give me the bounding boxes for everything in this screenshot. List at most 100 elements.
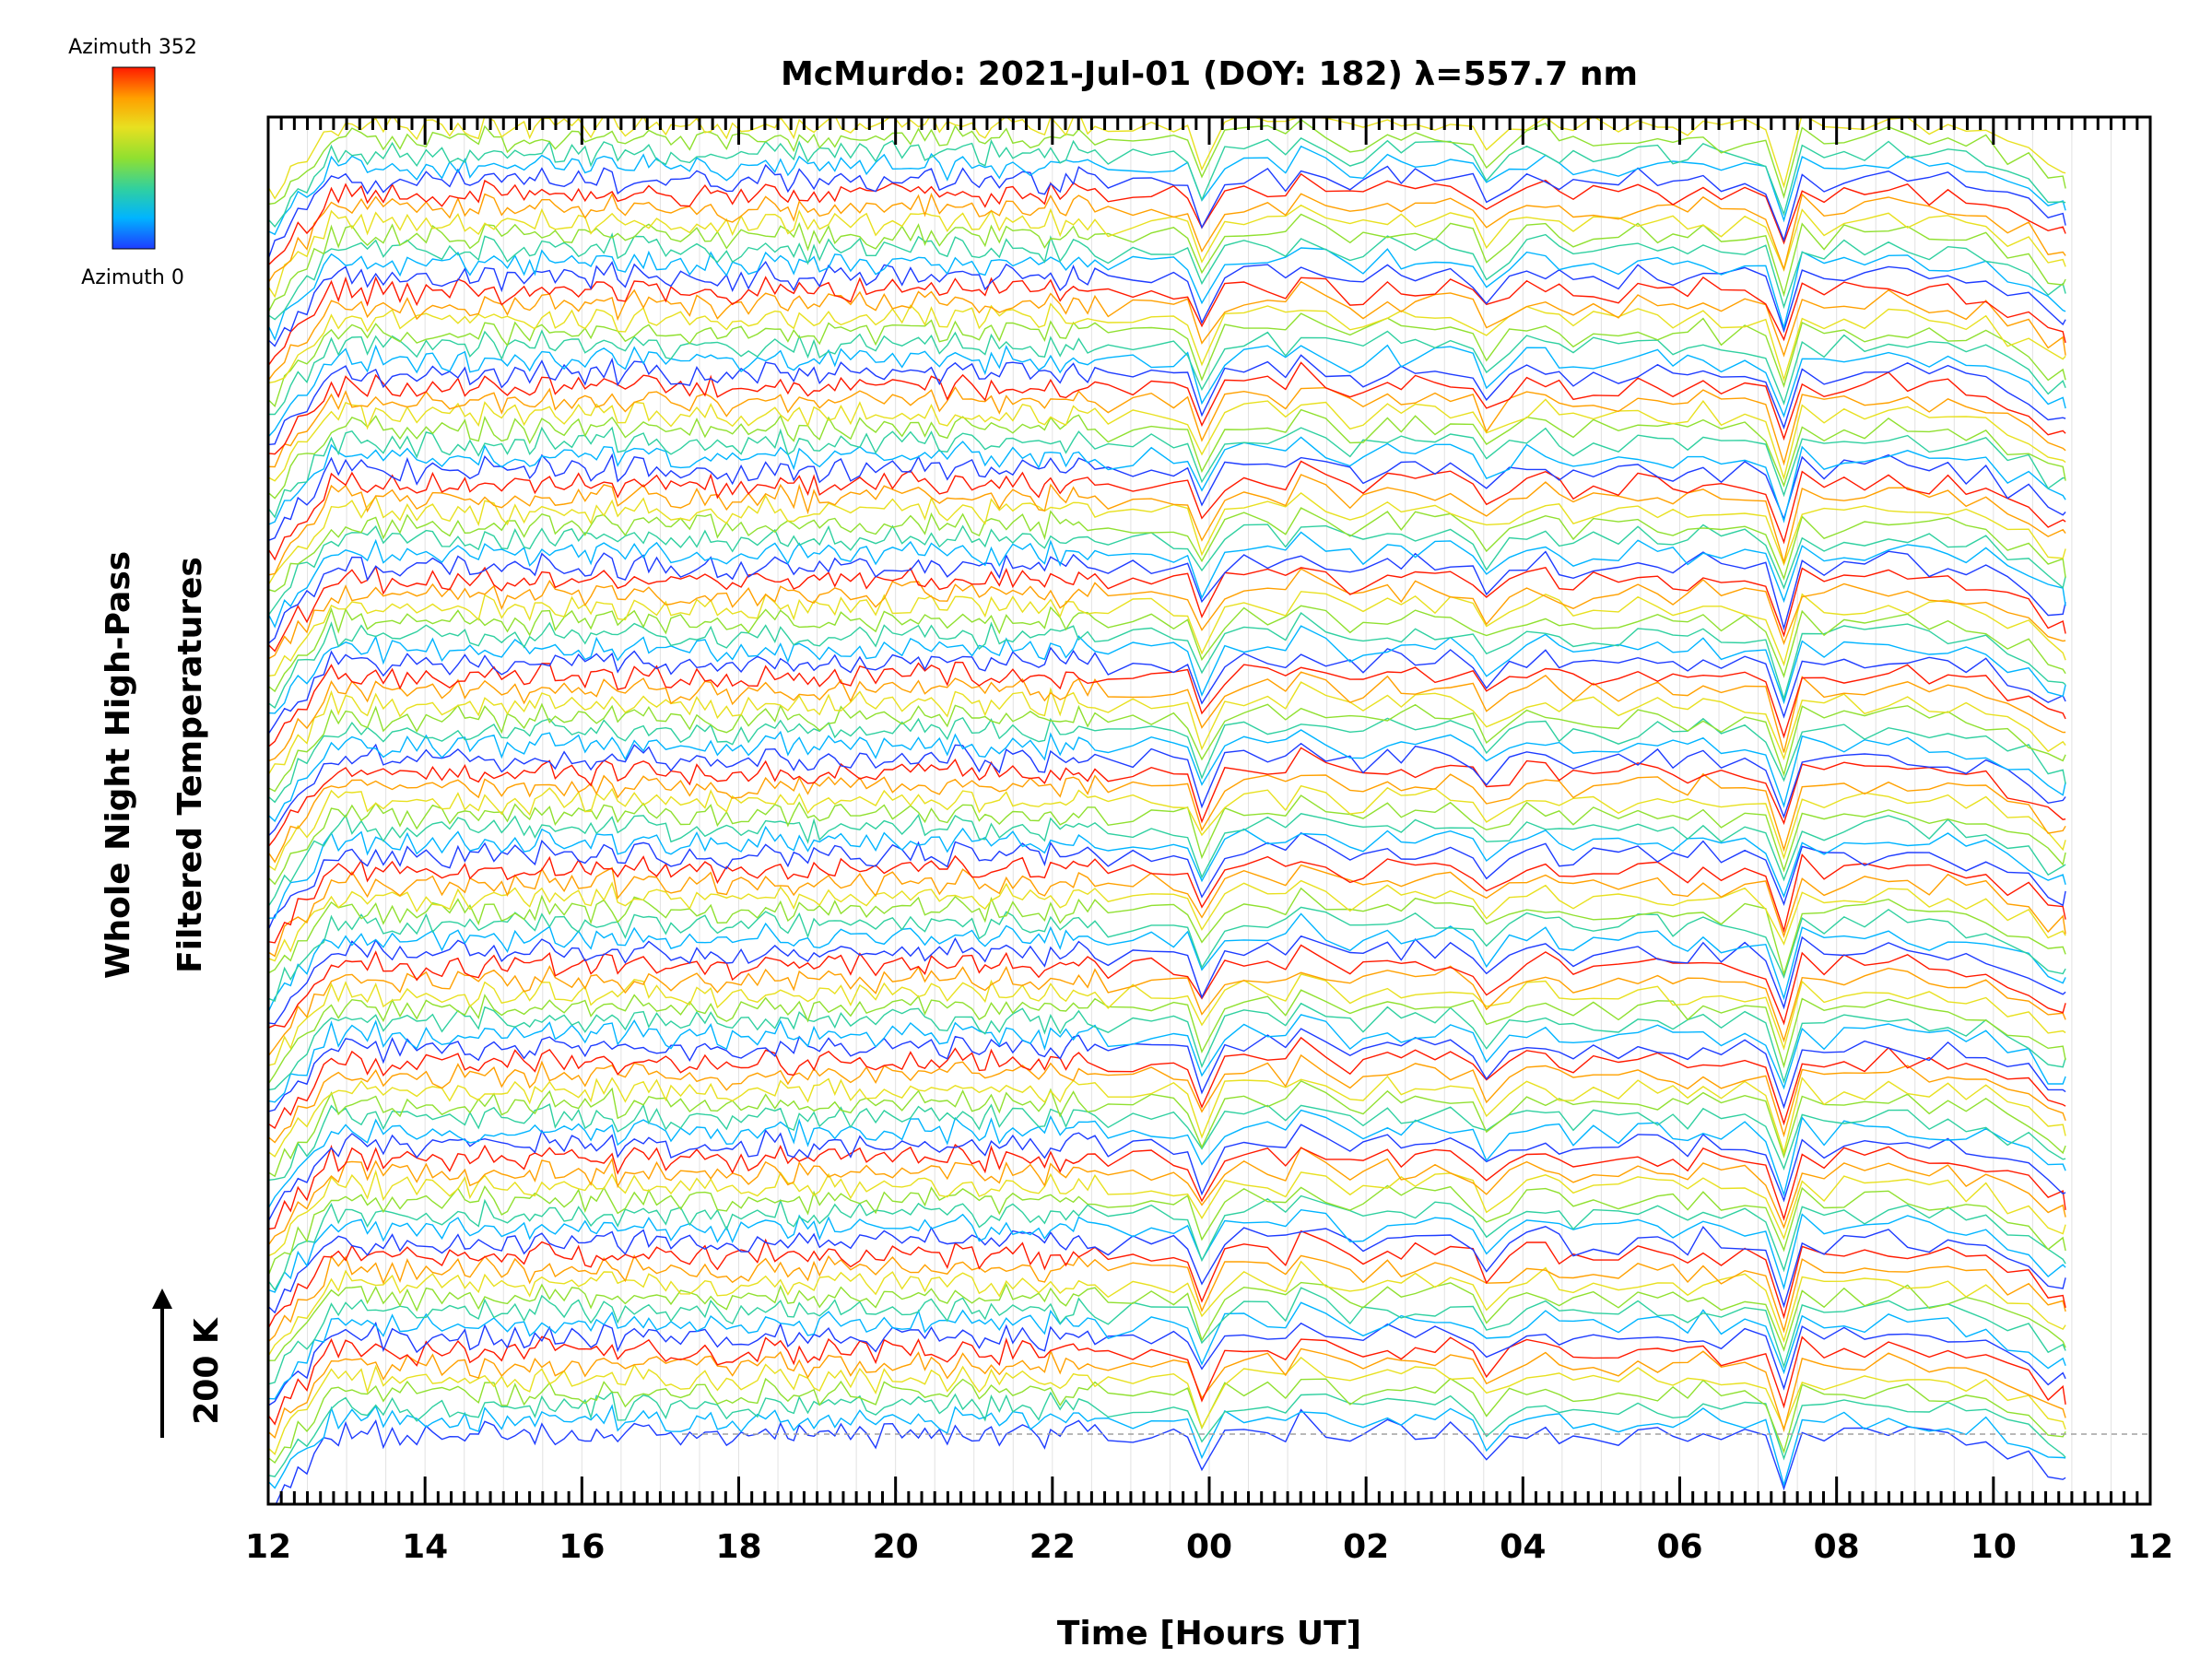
minor-grid	[307, 117, 2112, 1504]
series-line	[268, 247, 2066, 342]
series-line	[268, 1109, 2066, 1209]
series-line	[268, 825, 2066, 919]
x-tick-label: 16	[559, 1528, 605, 1566]
series-line	[268, 137, 2066, 229]
series-line	[268, 1169, 2066, 1257]
series-line	[268, 1144, 2066, 1230]
series-line	[268, 568, 2066, 660]
series-line	[268, 1260, 2066, 1357]
series-line	[268, 1080, 2066, 1178]
series-line	[268, 507, 2066, 593]
series-line	[268, 1335, 2066, 1426]
x-tick-label: 10	[1971, 1528, 2017, 1566]
colorbar-top-label: Azimuth 352	[68, 36, 197, 59]
x-tick-label: 20	[873, 1528, 919, 1566]
y-axis-label-line2: Filtered Temperatures	[171, 557, 209, 973]
series-line	[268, 729, 2066, 823]
series-line	[268, 702, 2066, 793]
x-tick-label: 12	[245, 1528, 291, 1566]
series-line	[268, 831, 2066, 931]
series-line	[268, 784, 2066, 871]
x-tick-labels: 12 14 16 18 20 22 00 02 04 06 08 10 12	[245, 1528, 2173, 1566]
series-line	[268, 1208, 2066, 1293]
series-line	[268, 329, 2066, 416]
series-line	[268, 1287, 2066, 1385]
series-line	[268, 398, 2066, 482]
series-line	[268, 887, 2066, 977]
series-line	[268, 232, 2066, 321]
series-line	[268, 531, 2066, 629]
series-line	[268, 453, 2066, 542]
series-line	[268, 1225, 2066, 1314]
x-tick-label: 00	[1186, 1528, 1232, 1566]
series-line	[268, 1194, 2066, 1291]
series-line	[268, 426, 2066, 519]
series-line	[275, 1408, 2066, 1504]
chart-title: McMurdo: 2021-Jul-01 (DOY: 182) λ=557.7 …	[781, 55, 1638, 93]
series-line	[268, 794, 2066, 886]
y-axis-label-line1: Whole Night High-Pass	[100, 551, 137, 979]
series-line	[268, 1146, 2066, 1246]
series-line	[268, 1014, 2066, 1103]
series-line	[268, 354, 2066, 446]
series-line	[268, 1230, 2066, 1329]
scale-arrow	[152, 1288, 172, 1438]
series-line	[268, 813, 2066, 908]
series-line	[268, 906, 2066, 1003]
series-line	[268, 661, 2066, 747]
series-line	[268, 646, 2066, 735]
series-line	[268, 611, 2066, 709]
series-line	[268, 1321, 2066, 1406]
colorbar	[112, 66, 156, 250]
series-line	[268, 192, 2066, 284]
x-tick-label: 14	[402, 1528, 448, 1566]
series-line	[268, 973, 2066, 1066]
series-line	[268, 681, 2066, 776]
series-line	[268, 1254, 2066, 1343]
x-axis-label: Time [Hours UT]	[1057, 1615, 1361, 1653]
series-line	[268, 747, 2066, 848]
series-line	[268, 213, 2066, 313]
series-line	[268, 717, 2066, 804]
series-line	[268, 276, 2066, 367]
series-line	[268, 524, 2066, 617]
series-line	[268, 118, 2066, 206]
series-line	[268, 1053, 2066, 1144]
x-tick-label: 02	[1343, 1528, 1389, 1566]
series-line	[268, 989, 2066, 1085]
series-line	[268, 912, 2066, 1013]
series-line	[268, 361, 2066, 455]
series-line	[268, 864, 2066, 958]
series-line	[268, 625, 2066, 714]
series-line	[268, 344, 2066, 438]
series-line	[268, 965, 2066, 1057]
x-tick-label: 22	[1030, 1528, 1076, 1566]
x-tick-label: 18	[715, 1528, 761, 1566]
series-line	[268, 1124, 2066, 1222]
series-line	[268, 1347, 2066, 1440]
series-line	[268, 474, 2066, 576]
series-line	[268, 1301, 2066, 1400]
series-line	[268, 117, 2066, 200]
series-lines	[268, 117, 2066, 1504]
series-line	[268, 944, 2066, 1029]
series-line	[268, 550, 2066, 644]
series-line	[268, 1281, 2066, 1361]
series-line	[268, 385, 2066, 468]
series-line	[268, 1075, 2066, 1158]
series-line	[268, 671, 2066, 762]
colorbar-bottom-label: Azimuth 0	[81, 266, 184, 289]
series-line	[268, 163, 2066, 260]
series-line	[268, 591, 2066, 677]
series-line	[268, 879, 2066, 962]
x-tick-label: 08	[1814, 1528, 1860, 1566]
x-tick-label: 06	[1656, 1528, 1702, 1566]
series-line	[268, 1184, 2066, 1277]
x-tick-label: 04	[1500, 1528, 1546, 1566]
series-line	[268, 460, 2066, 561]
series-line	[268, 204, 2066, 299]
axis-ticks	[266, 117, 2152, 1504]
series-line	[268, 935, 2066, 1025]
series-line	[268, 280, 2066, 382]
